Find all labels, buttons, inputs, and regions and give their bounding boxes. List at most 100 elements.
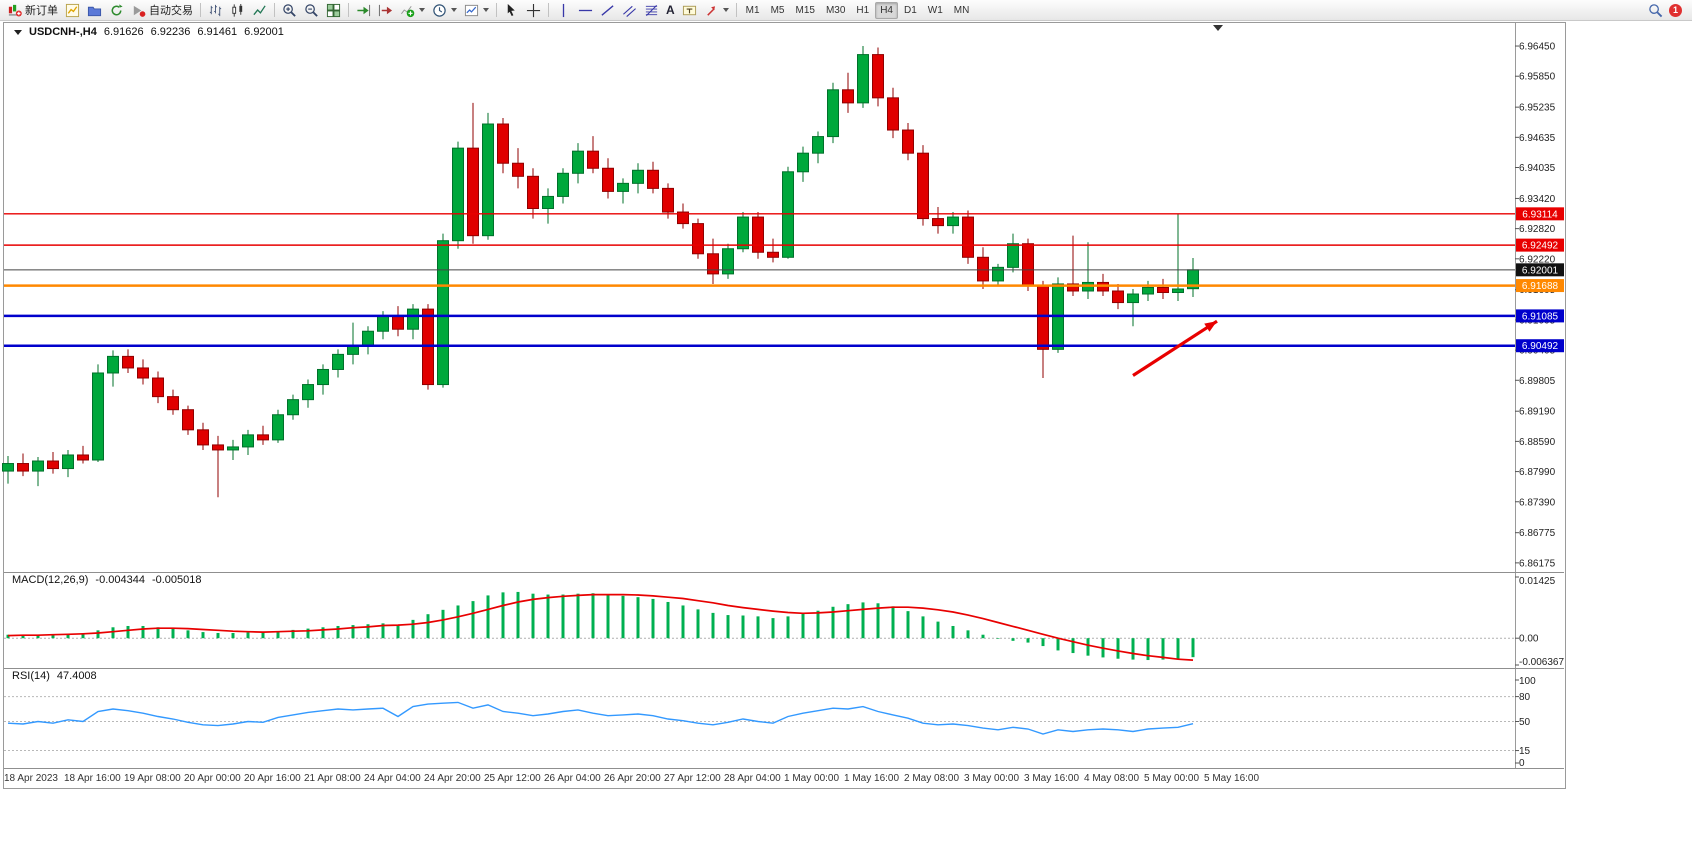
svg-text:26 Apr 20:00: 26 Apr 20:00	[604, 773, 661, 784]
timeframe-mn-button[interactable]: MN	[953, 4, 970, 16]
svg-text:1 May 16:00: 1 May 16:00	[844, 773, 899, 784]
tile-windows-icon	[326, 3, 341, 17]
svg-text:0.00: 0.00	[1519, 634, 1539, 645]
svg-text:5 May 00:00: 5 May 00:00	[1144, 773, 1199, 784]
ohlc-open: 6.91626	[103, 26, 144, 38]
text-button[interactable]: A	[663, 1, 678, 19]
price-axis[interactable]	[1516, 22, 1565, 768]
timeframe-m1-button[interactable]: M1	[745, 4, 760, 16]
trendline-button[interactable]	[597, 1, 618, 19]
chevron-down-icon	[451, 8, 457, 12]
trendline-icon	[601, 4, 614, 16]
svg-text:6.94635: 6.94635	[1519, 133, 1556, 144]
fibonacci-button[interactable]	[641, 1, 662, 19]
vertical-line-button[interactable]	[553, 1, 574, 19]
macd-signal-value: -0.005018	[151, 574, 202, 586]
timeframe-m5-button[interactable]: M5	[770, 4, 785, 16]
line-chart-button[interactable]	[249, 1, 270, 19]
toolbar-separator	[496, 3, 497, 17]
macd-main-value: -0.004344	[95, 574, 145, 586]
ohlc-close: 6.92001	[244, 26, 284, 38]
bars-chart-icon	[209, 4, 222, 16]
timeframe-m15-button[interactable]: M15	[795, 4, 815, 16]
svg-text:2 May 08:00: 2 May 08:00	[904, 773, 959, 784]
text-label-icon	[682, 5, 696, 15]
svg-text:-0.006367: -0.006367	[1519, 657, 1564, 668]
svg-text:6.88590: 6.88590	[1519, 437, 1556, 448]
templates-button[interactable]	[461, 1, 492, 19]
chevron-down-icon	[419, 8, 425, 12]
new-chart-button[interactable]	[62, 1, 83, 19]
svg-text:26 Apr 04:00: 26 Apr 04:00	[544, 773, 601, 784]
toolbar-separator	[348, 3, 349, 17]
search-icon	[1649, 3, 1663, 17]
timeframe-w1-button[interactable]: W1	[927, 4, 943, 16]
svg-text:15: 15	[1519, 746, 1531, 757]
svg-text:20 Apr 16:00: 20 Apr 16:00	[244, 773, 301, 784]
timeframe-h1-button[interactable]: H1	[856, 4, 870, 16]
horizontal-line-button[interactable]	[575, 1, 596, 19]
candlestick-chart-icon	[232, 3, 243, 17]
svg-text:0: 0	[1519, 758, 1525, 769]
crosshair-button[interactable]	[523, 1, 544, 19]
svg-text:4 May 08:00: 4 May 08:00	[1084, 773, 1139, 784]
refresh-button[interactable]	[106, 1, 127, 19]
svg-text:6.96450: 6.96450	[1519, 42, 1556, 53]
bars-chart-button[interactable]	[205, 1, 226, 19]
svg-text:6.87390: 6.87390	[1519, 497, 1556, 508]
new-order-button[interactable]: 新订单	[4, 1, 61, 19]
fibonacci-icon	[645, 4, 658, 16]
periods-button[interactable]	[429, 1, 460, 19]
timeframe-h4-button[interactable]: H4	[875, 1, 898, 19]
notification-badge[interactable]: 1	[1669, 3, 1682, 17]
rsi-name: RSI(14)	[12, 670, 50, 682]
auto-scroll-button[interactable]	[353, 1, 374, 19]
svg-text:80: 80	[1519, 692, 1531, 703]
equidistant-channel-button[interactable]	[619, 1, 640, 19]
autotrading-icon	[133, 5, 146, 17]
profiles-icon	[87, 6, 102, 16]
svg-text:6.91688: 6.91688	[1522, 281, 1559, 292]
indicators-button[interactable]	[397, 1, 428, 19]
candlestick-chart-button[interactable]	[227, 1, 248, 19]
chevron-down-icon	[483, 8, 489, 12]
svg-text:6.86775: 6.86775	[1519, 528, 1556, 539]
text-label-button[interactable]	[679, 1, 700, 19]
timeframe-d1-button[interactable]: D1	[903, 4, 917, 16]
arrows-button[interactable]	[701, 1, 732, 19]
toolbar: 新订单 自动交易	[0, 0, 1692, 21]
svg-text:27 Apr 12:00: 27 Apr 12:00	[664, 773, 721, 784]
chart-shift-icon	[378, 4, 393, 16]
indicators-icon	[401, 5, 415, 17]
search-button[interactable]	[1645, 1, 1666, 19]
chart-header: USDCNH-,H4 6.91626 6.92236 6.91461 6.920…	[14, 26, 284, 38]
svg-text:6.87990: 6.87990	[1519, 467, 1556, 478]
text-tool-icon: A	[666, 3, 675, 17]
autotrading-label: 自动交易	[149, 5, 193, 17]
refresh-icon	[111, 3, 123, 15]
ohlc-high: 6.92236	[150, 26, 191, 38]
profiles-button[interactable]	[84, 1, 105, 19]
zoom-out-button[interactable]	[301, 1, 322, 19]
symbol-dropdown-icon[interactable]	[14, 29, 22, 35]
svg-text:100: 100	[1519, 676, 1536, 687]
svg-text:5 May 16:00: 5 May 16:00	[1204, 773, 1259, 784]
cursor-button[interactable]	[501, 1, 522, 19]
svg-text:6.89805: 6.89805	[1519, 376, 1556, 387]
tile-windows-button[interactable]	[323, 1, 344, 19]
autotrading-button[interactable]: 自动交易	[128, 1, 196, 19]
svg-text:0.01425: 0.01425	[1519, 576, 1556, 587]
timeframe-m30-button[interactable]: M30	[825, 4, 846, 16]
svg-text:6.93420: 6.93420	[1519, 194, 1556, 205]
toolbar-separator	[735, 3, 737, 17]
chart-shift-button[interactable]	[375, 1, 396, 19]
zoom-in-button[interactable]	[279, 1, 300, 19]
svg-text:1 May 00:00: 1 May 00:00	[784, 773, 839, 784]
time-axis[interactable]	[3, 769, 1515, 788]
svg-text:50: 50	[1519, 717, 1531, 728]
svg-text:21 Apr 08:00: 21 Apr 08:00	[304, 773, 361, 784]
new-order-label: 新订单	[25, 5, 58, 17]
toolbar-separator	[274, 3, 275, 17]
toolbar-separator	[548, 3, 549, 17]
